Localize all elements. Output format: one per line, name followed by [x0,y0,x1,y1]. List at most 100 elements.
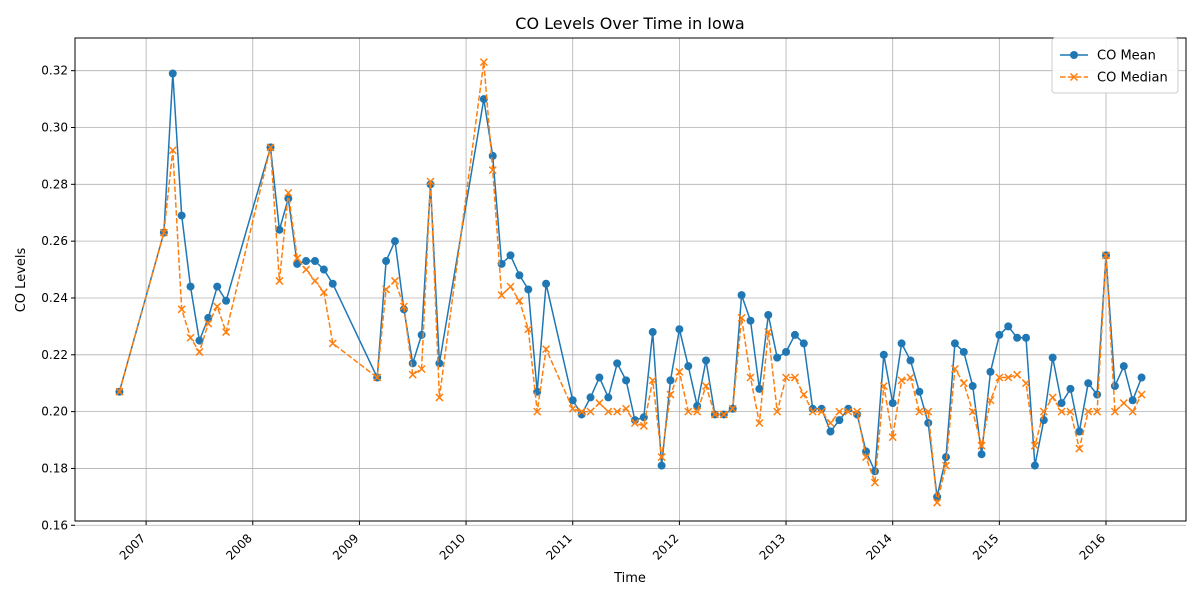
data-point [933,498,942,507]
data-point [897,339,906,348]
data-point [657,461,666,470]
data-point [390,237,399,246]
data-point [399,302,408,311]
y-axis-label: CO Levels [14,248,29,313]
data-point [782,373,791,382]
data-point [586,393,595,402]
data-point [1119,362,1128,371]
data-point [1119,399,1128,408]
data-point [186,333,195,342]
data-point [879,350,888,359]
data-point [755,384,764,393]
y-tick-label: 0.32 [41,64,68,78]
data-point [426,177,435,186]
legend-marker [1070,51,1078,59]
data-point [862,453,871,462]
data-point [888,399,897,408]
data-point [764,311,773,320]
data-point [275,276,284,285]
data-point [773,353,782,362]
data-point [479,95,488,104]
data-point [1048,393,1057,402]
data-point [950,339,959,348]
y-tick-label: 0.22 [41,348,68,362]
data-point [906,356,915,365]
data-point [595,399,604,408]
data-point [417,364,426,374]
data-point [942,453,951,462]
data-point [977,441,986,450]
data-point [995,373,1004,382]
data-point [782,347,791,356]
data-point [1137,373,1146,382]
data-point [168,69,177,78]
data-point [622,404,631,413]
data-point [506,282,515,291]
data-point [1101,251,1111,260]
data-point [533,407,542,416]
data-point [719,410,728,419]
data-point [382,285,391,294]
data-point [1128,407,1137,416]
data-point [808,404,817,413]
series-group [115,58,1146,507]
data-point [497,291,506,300]
data-point [373,373,382,382]
data-point [684,407,693,416]
data-point [1084,407,1093,416]
data-point [799,339,808,348]
data-point [915,407,924,416]
data-point [675,367,684,376]
data-point [1128,396,1137,405]
data-point [613,407,622,416]
data-point [515,296,524,305]
data-point [888,433,897,442]
data-point [328,339,337,348]
data-point [702,382,711,391]
data-point [870,478,879,487]
data-point [417,330,426,339]
data-point [790,373,799,382]
data-point [1021,379,1031,388]
data-point [897,376,906,385]
y-tick-label: 0.20 [41,405,68,419]
y-tick-label: 0.24 [41,291,68,305]
y-tick-label: 0.16 [41,518,68,532]
data-point [168,146,177,155]
data-point [799,390,808,399]
data-point [1110,407,1119,416]
x-tick-label: 2011 [543,531,574,562]
data-point [577,410,586,419]
data-point [542,345,551,354]
data-point [666,390,675,399]
series-line [118,73,1143,497]
y-tick-label: 0.30 [41,120,68,134]
data-point [408,370,417,379]
data-point [435,359,444,368]
data-point [1093,390,1102,399]
data-point [657,453,666,462]
data-point [870,467,879,476]
data-point [195,336,204,345]
data-point [710,410,719,419]
x-tick-label: 2009 [330,531,361,562]
data-point [195,347,204,356]
data-point [479,58,488,67]
data-point [808,407,817,416]
x-axis-ticks: 2007 2008 2009 2010 2011 2012 2013 2014 2015 2016 [117,521,1108,563]
data-point [941,461,951,470]
x-tick-label: 2013 [757,531,788,562]
data-point [968,382,977,391]
data-point [293,254,302,263]
data-point [684,362,693,371]
data-point [177,305,186,314]
series-1 [115,58,1146,507]
data-point [328,279,337,288]
y-tick-label: 0.28 [41,177,68,191]
y-axis-ticks: 0.16 0.18 0.20 0.22 0.24 0.26 0.28 0.30 0.32 [41,64,75,532]
data-point [213,302,222,311]
data-point [755,418,764,428]
data-point [586,407,595,416]
data-point [906,373,915,382]
